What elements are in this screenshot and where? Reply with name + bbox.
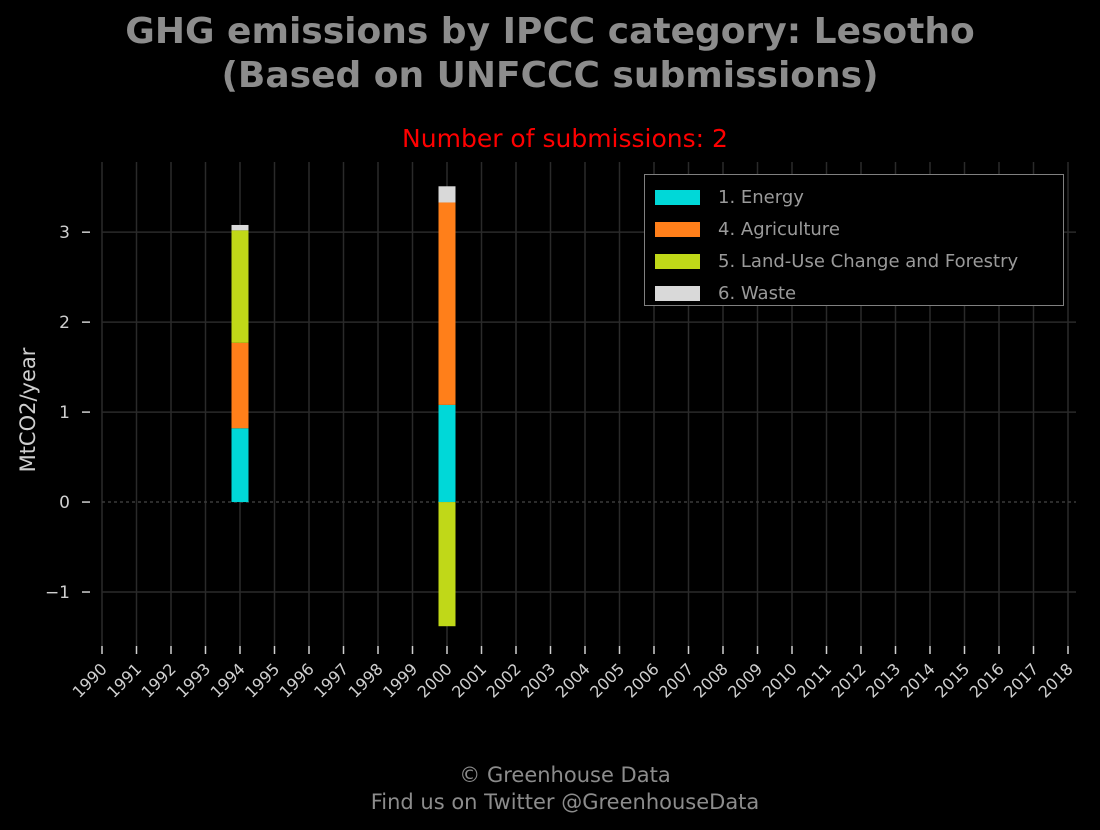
x-tick-label-1999: 1999 [379, 659, 421, 701]
legend-item-waste: 6. Waste [653, 277, 1055, 309]
y-tick-label-2: 1 [59, 403, 70, 423]
x-tick-label-2000: 2000 [414, 659, 456, 701]
x-tick-label-2006: 2006 [621, 659, 663, 701]
bar-2000-5-land-use-change-and-forestry [438, 502, 456, 627]
x-tick-label-1992: 1992 [138, 659, 180, 701]
bar-1994-1-energy [231, 428, 249, 503]
bar-1994-4-agriculture [231, 342, 249, 429]
x-tick-label-2001: 2001 [448, 659, 490, 701]
x-tick-label-1993: 1993 [172, 659, 214, 701]
x-tick-label-1996: 1996 [276, 659, 318, 701]
x-tick-label-2003: 2003 [517, 659, 559, 701]
legend-item-energy: 1. Energy [653, 181, 1055, 213]
x-tick-label-2005: 2005 [586, 659, 628, 701]
y-tick-label-4: 3 [59, 223, 70, 243]
x-tick-label-2011: 2011 [793, 659, 835, 701]
x-tick-label-2010: 2010 [759, 659, 801, 701]
x-tick-label-2009: 2009 [724, 659, 766, 701]
legend-label-agriculture: 4. Agriculture [718, 218, 840, 240]
legend-label-lucf: 5. Land-Use Change and Forestry [718, 250, 1019, 272]
legend-label-energy: 1. Energy [718, 186, 804, 208]
legend-swatch-lucf [655, 253, 700, 269]
chart-title-line-1: GHG emissions by IPCC category: Lesotho [125, 11, 975, 52]
x-tick-label-2015: 2015 [931, 659, 973, 701]
chart-title-line-2: (Based on UNFCCC submissions) [221, 55, 879, 96]
y-tick-label-3: 2 [59, 313, 70, 333]
bar-2000-1-energy [438, 404, 456, 503]
x-tick-label-1990: 1990 [69, 659, 111, 701]
x-tick-label-2017: 2017 [1000, 659, 1042, 701]
x-tick-label-2004: 2004 [552, 659, 594, 701]
legend: 1. Energy 4. Agriculture 5. Land-Use Cha… [644, 174, 1064, 306]
y-tick-label-0: −1 [45, 583, 70, 603]
bar-1994-5-land-use-change-and-forestry [231, 230, 249, 343]
legend-swatch-energy [655, 189, 700, 205]
footer-twitter: Find us on Twitter @GreenhouseData [370, 790, 760, 814]
x-tick-label-1997: 1997 [310, 659, 352, 701]
x-tick-label-2002: 2002 [483, 659, 525, 701]
y-axis-label: MtCO2/year [16, 347, 40, 472]
bars-layer [231, 186, 456, 627]
x-tick-label-2012: 2012 [828, 659, 870, 701]
x-tick-label-2018: 2018 [1035, 659, 1077, 701]
legend-swatch-waste [655, 285, 700, 301]
bar-2000-6-waste [438, 186, 456, 203]
x-tick-label-2016: 2016 [966, 659, 1008, 701]
chart-title: GHG emissions by IPCC category: Lesotho … [0, 10, 1100, 98]
x-tick-label-2014: 2014 [897, 659, 939, 701]
footer: © Greenhouse Data Find us on Twitter @Gr… [0, 762, 1100, 816]
x-tick-label-1994: 1994 [207, 659, 249, 701]
bar-2000-4-agriculture [438, 202, 456, 405]
legend-item-lucf: 5. Land-Use Change and Forestry [653, 245, 1055, 277]
x-tick-label-1998: 1998 [345, 659, 387, 701]
legend-item-agriculture: 4. Agriculture [653, 213, 1055, 245]
x-tick-label-2008: 2008 [690, 659, 732, 701]
bar-1994-6-waste [231, 224, 249, 231]
x-tick-label-2007: 2007 [655, 659, 697, 701]
footer-copyright: © Greenhouse Data [459, 763, 671, 787]
x-tick-label-2013: 2013 [862, 659, 904, 701]
legend-label-waste: 6. Waste [718, 282, 797, 304]
legend-swatch-agriculture [655, 221, 700, 237]
chart-subtitle: Number of submissions: 2 [402, 124, 728, 153]
y-tick-label-1: 0 [59, 493, 70, 513]
x-tick-label-1991: 1991 [103, 659, 145, 701]
x-tick-label-1995: 1995 [241, 659, 283, 701]
